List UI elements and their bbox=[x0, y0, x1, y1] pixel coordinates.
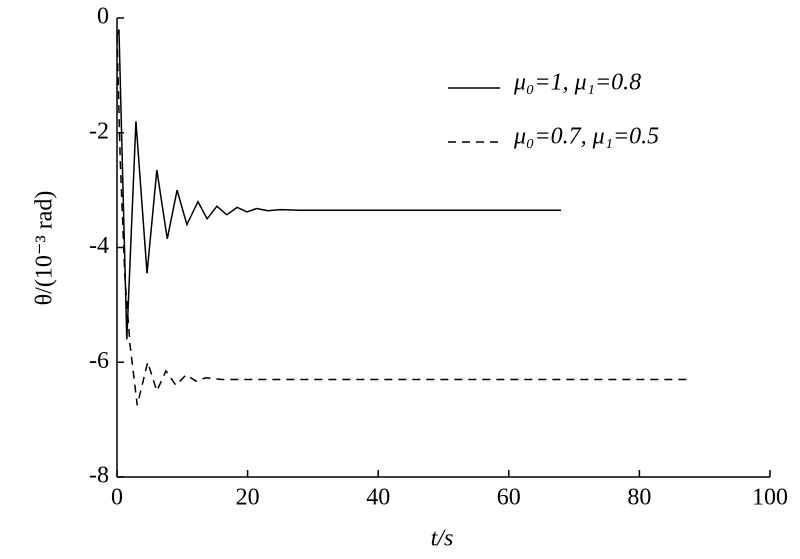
x-tick-label: 80 bbox=[627, 485, 651, 511]
x-tick-label: 0 bbox=[111, 485, 123, 511]
legend-label: μ₀=1, μ₁=0.8 bbox=[513, 70, 641, 96]
y-tick-label: -6 bbox=[89, 348, 109, 374]
legend-label: μ₀=0.7, μ₁=0.5 bbox=[513, 124, 659, 150]
y-tick-label: 0 bbox=[97, 4, 109, 30]
y-tick-label: -8 bbox=[89, 463, 109, 489]
series-line bbox=[116, 29, 562, 340]
x-tick-label: 100 bbox=[752, 485, 788, 511]
x-tick-label: 60 bbox=[497, 485, 521, 511]
y-tick-label: -4 bbox=[89, 233, 109, 259]
x-tick-label: 40 bbox=[366, 485, 390, 511]
y-axis-label: θ/(10⁻³ rad) bbox=[32, 191, 58, 306]
x-axis-label: t/s bbox=[431, 526, 454, 552]
y-tick-label: -2 bbox=[89, 118, 109, 144]
series-line bbox=[116, 35, 692, 406]
x-tick-label: 20 bbox=[236, 485, 260, 511]
